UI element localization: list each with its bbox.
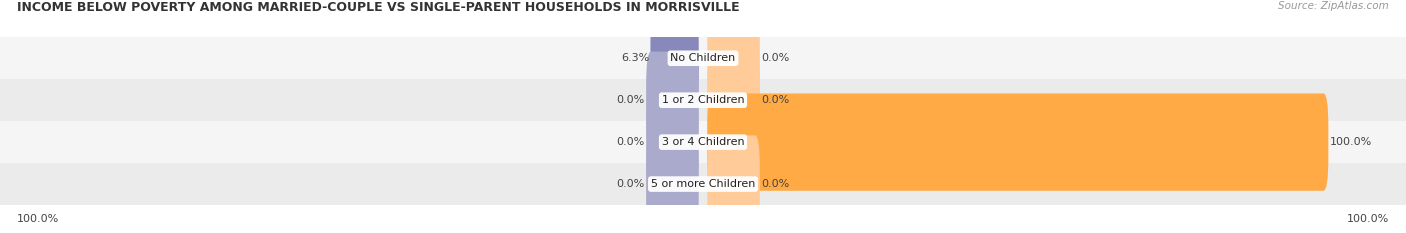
Text: 0.0%: 0.0%	[761, 95, 789, 105]
Text: 0.0%: 0.0%	[761, 179, 789, 189]
Text: 100.0%: 100.0%	[1330, 137, 1372, 147]
FancyBboxPatch shape	[707, 10, 759, 107]
Text: 0.0%: 0.0%	[617, 137, 645, 147]
FancyBboxPatch shape	[651, 10, 699, 107]
Bar	[0, 121, 1406, 163]
Text: 1 or 2 Children: 1 or 2 Children	[662, 95, 744, 105]
FancyBboxPatch shape	[707, 93, 1329, 191]
Text: No Children: No Children	[671, 53, 735, 63]
Text: 5 or more Children: 5 or more Children	[651, 179, 755, 189]
Text: 100.0%: 100.0%	[1347, 214, 1389, 224]
Text: 6.3%: 6.3%	[621, 53, 650, 63]
Text: Source: ZipAtlas.com: Source: ZipAtlas.com	[1278, 1, 1389, 11]
Text: INCOME BELOW POVERTY AMONG MARRIED-COUPLE VS SINGLE-PARENT HOUSEHOLDS IN MORRISV: INCOME BELOW POVERTY AMONG MARRIED-COUPL…	[17, 1, 740, 14]
Bar	[0, 163, 1406, 205]
FancyBboxPatch shape	[647, 135, 699, 233]
Bar	[0, 79, 1406, 121]
Text: 3 or 4 Children: 3 or 4 Children	[662, 137, 744, 147]
Text: 0.0%: 0.0%	[761, 53, 789, 63]
FancyBboxPatch shape	[707, 51, 759, 149]
Text: 0.0%: 0.0%	[617, 95, 645, 105]
Text: 100.0%: 100.0%	[17, 214, 59, 224]
Bar	[0, 37, 1406, 79]
Text: 0.0%: 0.0%	[617, 179, 645, 189]
FancyBboxPatch shape	[647, 93, 699, 191]
FancyBboxPatch shape	[707, 135, 759, 233]
FancyBboxPatch shape	[647, 51, 699, 149]
